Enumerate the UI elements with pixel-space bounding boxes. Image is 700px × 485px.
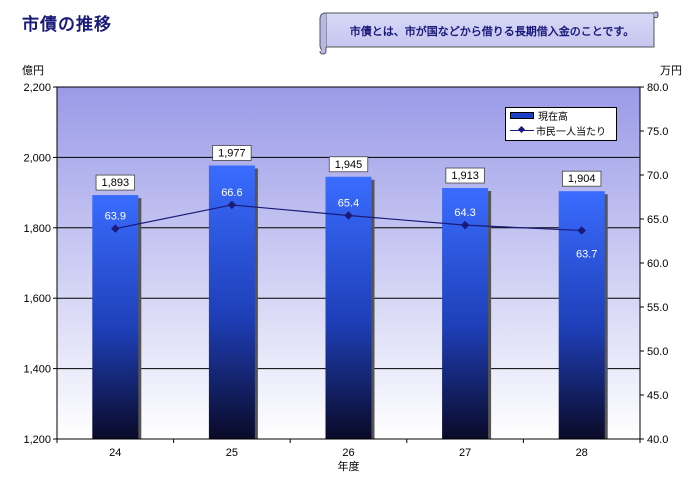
right-tick-label: 65.0 [647, 214, 668, 226]
bar-data-label: 1,893 [102, 177, 130, 189]
bar-data-label: 1,977 [218, 147, 246, 159]
legend-line-swatch [510, 126, 534, 135]
bar [92, 195, 139, 439]
x-tick-label: 24 [109, 447, 121, 459]
left-tick-label: 1,200 [23, 434, 51, 446]
line-data-label: 65.4 [338, 197, 359, 209]
left-tick-label: 2,000 [23, 152, 51, 164]
right-tick-label: 60.0 [647, 258, 668, 270]
legend-bar-swatch [510, 112, 534, 119]
legend-label-balance: 現在高 [538, 112, 568, 123]
left-axis-unit: 億円 [22, 65, 44, 77]
line-data-label: 63.7 [576, 248, 597, 260]
line-data-label: 63.9 [105, 211, 126, 223]
bar-data-label-box [212, 145, 252, 161]
left-tick-label: 1,400 [23, 364, 51, 376]
right-tick-label: 50.0 [647, 346, 668, 358]
legend-label-per-capita: 市民一人当たり [536, 127, 606, 138]
right-tick-label: 80.0 [647, 82, 668, 94]
note-text: 市債とは、市が国などから借りる長期借入金のことです。 [349, 26, 635, 38]
x-tick-label: 27 [459, 447, 471, 459]
legend: 現在高 市民一人当たり [505, 107, 617, 141]
right-tick-label: 45.0 [647, 390, 668, 402]
bar-data-label: 1,904 [568, 173, 596, 185]
bar [442, 188, 489, 439]
bar-data-label: 1,913 [451, 170, 479, 182]
bar [325, 176, 372, 439]
note-scroll-banner: 市債とは、市が国などから借りる長期借入金のことです。 [318, 9, 660, 55]
scroll-shape [319, 11, 659, 55]
legend-item-per-capita: 市民一人当たり [506, 123, 616, 138]
right-tick-label: 70.0 [647, 170, 668, 182]
page-title: 市債の推移 [22, 15, 112, 34]
line-point [227, 200, 237, 210]
line-point [111, 224, 120, 233]
bar-data-label-box [95, 174, 135, 191]
left-tick-label: 1,600 [23, 293, 51, 305]
line-point [344, 211, 353, 220]
right-axis-unit: 万円 [660, 65, 682, 77]
right-tick-label: 55.0 [647, 302, 668, 314]
left-tick-label: 1,800 [23, 223, 51, 235]
bar-data-label-box [328, 156, 369, 173]
line-data-label: 64.3 [454, 207, 475, 219]
legend-item-balance: 現在高 [506, 108, 616, 123]
left-tick-label: 2,200 [23, 82, 51, 94]
bar [208, 165, 255, 439]
x-tick-label: 28 [576, 447, 588, 459]
line-point [460, 220, 470, 230]
x-tick-label: 25 [226, 447, 238, 459]
right-tick-label: 40.0 [647, 434, 668, 446]
line-data-label: 66.6 [221, 187, 242, 199]
bar-data-label-box [562, 170, 602, 187]
x-tick-label: 26 [342, 447, 354, 459]
bar-data-label: 1,945 [335, 159, 363, 171]
x-axis-title: 年度 [338, 459, 360, 473]
right-tick-label: 75.0 [647, 126, 668, 138]
bar-data-label-box [445, 167, 485, 184]
